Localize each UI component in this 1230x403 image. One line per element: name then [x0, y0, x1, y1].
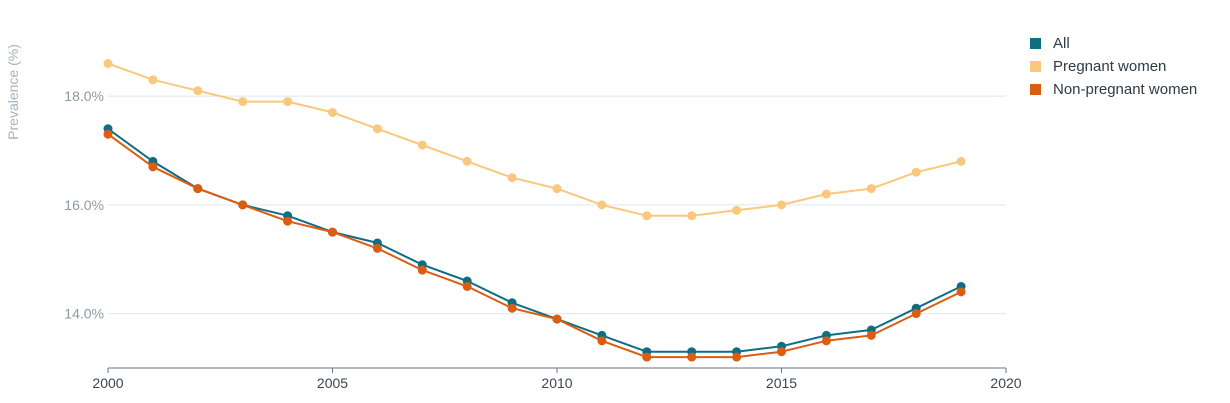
series-line-non-pregnant-women [107, 133, 962, 359]
y-axis-label: Prevalence (%) [5, 44, 21, 140]
data-point-non-pregnant-women[interactable] [821, 336, 831, 346]
legend-swatch-all [1030, 38, 1041, 49]
data-point-non-pregnant-women[interactable] [777, 347, 786, 357]
x-tick-label: 2010 [541, 375, 572, 391]
legend-label: Pregnant women [1053, 58, 1167, 75]
legend-swatch-pregnant-women [1030, 61, 1041, 72]
series-line-pregnant-women [107, 62, 962, 217]
data-point-non-pregnant-women[interactable] [283, 216, 293, 226]
x-tick-label: 2020 [990, 375, 1021, 391]
gridlines [108, 95, 1006, 315]
data-point-pregnant-women[interactable] [642, 211, 652, 221]
data-point-non-pregnant-women[interactable] [372, 243, 382, 253]
data-point-non-pregnant-women[interactable] [238, 200, 248, 210]
data-point-pregnant-women[interactable] [956, 156, 966, 166]
data-point-non-pregnant-women[interactable] [148, 162, 158, 172]
data-point-non-pregnant-women[interactable] [193, 184, 203, 194]
x-tick-label: 2000 [92, 375, 123, 391]
data-point-pregnant-women[interactable] [507, 173, 517, 183]
x-tick-label: 2015 [766, 375, 797, 391]
data-point-non-pregnant-women[interactable] [103, 129, 113, 139]
series-group [103, 59, 966, 362]
data-point-pregnant-women[interactable] [238, 97, 248, 107]
data-point-pregnant-women[interactable] [687, 211, 697, 221]
data-point-non-pregnant-women[interactable] [597, 336, 607, 346]
series-line-all [107, 127, 962, 353]
y-tick-label: 16.0% [64, 197, 104, 213]
data-point-pregnant-women[interactable] [103, 59, 113, 68]
data-point-non-pregnant-women[interactable] [328, 227, 337, 237]
data-point-pregnant-women[interactable] [417, 140, 427, 150]
x-tick-label: 2005 [317, 375, 348, 391]
data-point-pregnant-women[interactable] [193, 86, 203, 96]
x-axis-ticks: 2000 2005 2010 2015 2020 [92, 368, 1022, 391]
legend: All Pregnant women Non-pregnant women [1030, 32, 1197, 101]
data-point-pregnant-women[interactable] [552, 184, 562, 194]
data-point-pregnant-women[interactable] [283, 97, 293, 107]
data-point-non-pregnant-women[interactable] [507, 303, 517, 313]
data-point-non-pregnant-women[interactable] [911, 309, 921, 319]
y-tick-label: 18.0% [64, 88, 104, 104]
data-point-pregnant-women[interactable] [866, 184, 876, 194]
data-point-pregnant-women[interactable] [777, 200, 786, 210]
series-pregnant-women [103, 59, 966, 221]
data-point-non-pregnant-women[interactable] [552, 314, 562, 324]
data-point-pregnant-women[interactable] [821, 189, 831, 199]
data-point-non-pregnant-women[interactable] [866, 330, 876, 340]
data-point-non-pregnant-women[interactable] [732, 352, 742, 362]
data-point-pregnant-women[interactable] [911, 167, 921, 177]
data-point-pregnant-women[interactable] [732, 205, 742, 215]
data-point-non-pregnant-women[interactable] [956, 287, 966, 297]
data-point-non-pregnant-women[interactable] [417, 265, 427, 275]
series-all [103, 124, 966, 357]
series-non-pregnant-women [103, 129, 966, 362]
data-point-pregnant-women[interactable] [328, 107, 337, 117]
data-point-non-pregnant-women[interactable] [687, 352, 697, 362]
legend-item-pregnant-women[interactable]: Pregnant women [1030, 55, 1197, 78]
data-point-pregnant-women[interactable] [462, 156, 472, 166]
data-point-pregnant-women[interactable] [597, 200, 607, 210]
data-point-non-pregnant-women[interactable] [462, 281, 472, 291]
legend-swatch-non-pregnant-women [1030, 84, 1041, 95]
y-tick-label: 14.0% [64, 306, 104, 322]
legend-item-non-pregnant-women[interactable]: Non-pregnant women [1030, 78, 1197, 101]
data-point-pregnant-women[interactable] [148, 75, 158, 85]
legend-item-all[interactable]: All [1030, 32, 1197, 55]
legend-label: Non-pregnant women [1053, 81, 1198, 98]
legend-label: All [1053, 35, 1070, 52]
data-point-non-pregnant-women[interactable] [642, 352, 652, 362]
y-axis-ticks: 14.0% 16.0% 18.0% [64, 88, 104, 322]
data-point-pregnant-women[interactable] [372, 124, 382, 134]
